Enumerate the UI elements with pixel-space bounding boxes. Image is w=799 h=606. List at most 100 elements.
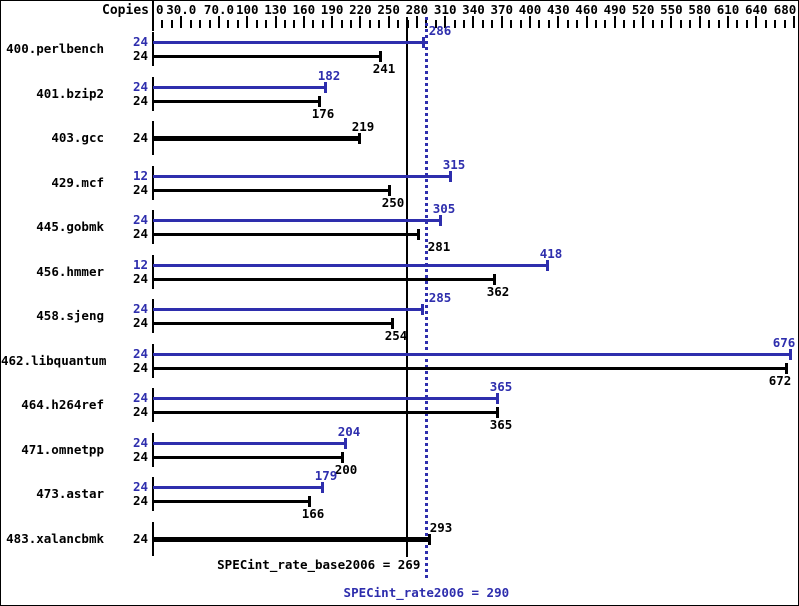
axis-minor-tick	[632, 20, 635, 28]
axis-tick-label: 310	[433, 2, 457, 17]
peak-bar	[153, 308, 422, 311]
axis-tick-label: 610	[716, 2, 740, 17]
base-peak-bar	[153, 537, 429, 542]
axis-minor-tick	[679, 20, 682, 28]
bar-end-cap	[449, 171, 452, 182]
axis-tick-label: 280	[405, 2, 429, 17]
axis-minor-tick	[208, 20, 211, 28]
axis-minor-tick	[227, 20, 230, 28]
bar-value-label: 305	[432, 201, 456, 216]
axis-major-tick	[792, 16, 795, 28]
axis-tick-label: 250	[377, 2, 400, 17]
bar-end-cap	[341, 452, 344, 463]
axis-minor-tick	[293, 20, 296, 28]
copies-label: 24	[132, 301, 148, 316]
axis-minor-tick	[349, 20, 352, 28]
axis-major-tick	[444, 16, 447, 28]
bar-value-label: 254	[384, 328, 408, 343]
bar-value-label: 293	[429, 520, 453, 535]
axis-minor-tick	[265, 20, 268, 28]
axis-tick-label: 160	[292, 2, 316, 17]
bar-value-label: 204	[337, 424, 361, 439]
axis-major-tick	[274, 16, 277, 28]
base-result-label: SPECint_rate_base2006 = 269	[217, 557, 421, 572]
bar-value-label: 250	[381, 195, 405, 210]
bar-end-cap	[388, 185, 391, 196]
axis-major-tick	[557, 16, 560, 28]
axis-minor-tick	[547, 20, 550, 28]
copies-label: 24	[132, 93, 148, 108]
copies-column-header: Copies	[102, 3, 149, 18]
axis-major-tick	[755, 16, 758, 28]
copies-label: 24	[132, 271, 148, 286]
axis-minor-tick	[651, 20, 654, 28]
bar-value-label: 365	[489, 417, 513, 432]
axis-minor-tick	[378, 20, 381, 28]
axis-tick-label: 490	[603, 2, 627, 17]
base-bar	[153, 100, 319, 103]
copies-label: 24	[132, 315, 148, 330]
axis-minor-tick	[170, 20, 173, 28]
axis-tick-label: 400	[518, 2, 542, 17]
bar-value-label: 179	[314, 468, 338, 483]
axis-major-tick	[642, 16, 645, 28]
bar-end-cap	[789, 349, 792, 360]
bar-end-cap	[308, 496, 311, 507]
copies-label: 24	[132, 493, 148, 508]
bar-value-label: 200	[334, 462, 358, 477]
bar-value-label: 672	[768, 373, 792, 388]
base-bar	[153, 55, 380, 58]
base-bar	[153, 322, 392, 325]
base-bar	[153, 233, 418, 236]
bar-value-label: 362	[486, 284, 510, 299]
benchmark-name: 456.hmmer	[36, 264, 104, 279]
benchmark-name: 403.gcc	[51, 130, 104, 145]
copies-label: 24	[132, 212, 148, 227]
copies-label: 24	[132, 360, 148, 375]
axis-minor-tick	[689, 20, 692, 28]
axis-major-tick	[387, 16, 390, 28]
bar-value-label: 285	[428, 290, 452, 305]
bar-value-label: 166	[301, 506, 325, 521]
axis-minor-tick	[604, 20, 607, 28]
axis-major-tick	[359, 16, 362, 28]
group-axis-segment	[152, 433, 154, 467]
base-bar	[153, 500, 309, 503]
axis-tick-label: 100	[235, 2, 259, 17]
axis-major-tick	[217, 16, 220, 28]
axis-tick-label: 580	[688, 2, 711, 17]
group-axis-segment	[152, 210, 154, 244]
group-axis-segment	[152, 344, 154, 378]
axis-minor-tick	[368, 20, 371, 28]
bar-end-cap	[391, 318, 394, 329]
benchmark-name: 401.bzip2	[36, 86, 104, 101]
copies-label: 24	[132, 404, 148, 419]
axis-minor-tick	[595, 20, 598, 28]
bar-end-cap	[417, 229, 420, 240]
peak-bar	[153, 397, 497, 400]
benchmark-name: 445.gobmk	[36, 219, 104, 234]
peak-bar	[153, 442, 345, 445]
base-bar	[153, 411, 497, 414]
axis-minor-tick	[519, 20, 522, 28]
bar-end-cap	[496, 393, 499, 404]
base-bar	[153, 189, 389, 192]
axis-major-tick	[472, 16, 475, 28]
benchmark-name: 462.libquantum	[1, 353, 107, 368]
axis-minor-tick	[576, 20, 579, 28]
benchmark-name: 483.xalancbmk	[6, 531, 104, 546]
base-bar	[153, 367, 786, 370]
base-bar	[153, 278, 494, 281]
copies-label: 12	[132, 168, 148, 183]
peak-bar	[153, 219, 440, 222]
axis-tick-label: 370	[490, 2, 514, 17]
peak-bar	[153, 175, 450, 178]
benchmark-name: 473.astar	[36, 486, 104, 501]
copies-label: 24	[132, 130, 148, 145]
bar-end-cap	[428, 534, 431, 545]
axis-tick-label: 130	[264, 2, 287, 17]
bar-end-cap	[496, 407, 499, 418]
bar-value-label: 281	[427, 239, 451, 254]
benchmark-name: 464.h264ref	[21, 397, 104, 412]
peak-bar	[153, 264, 547, 267]
